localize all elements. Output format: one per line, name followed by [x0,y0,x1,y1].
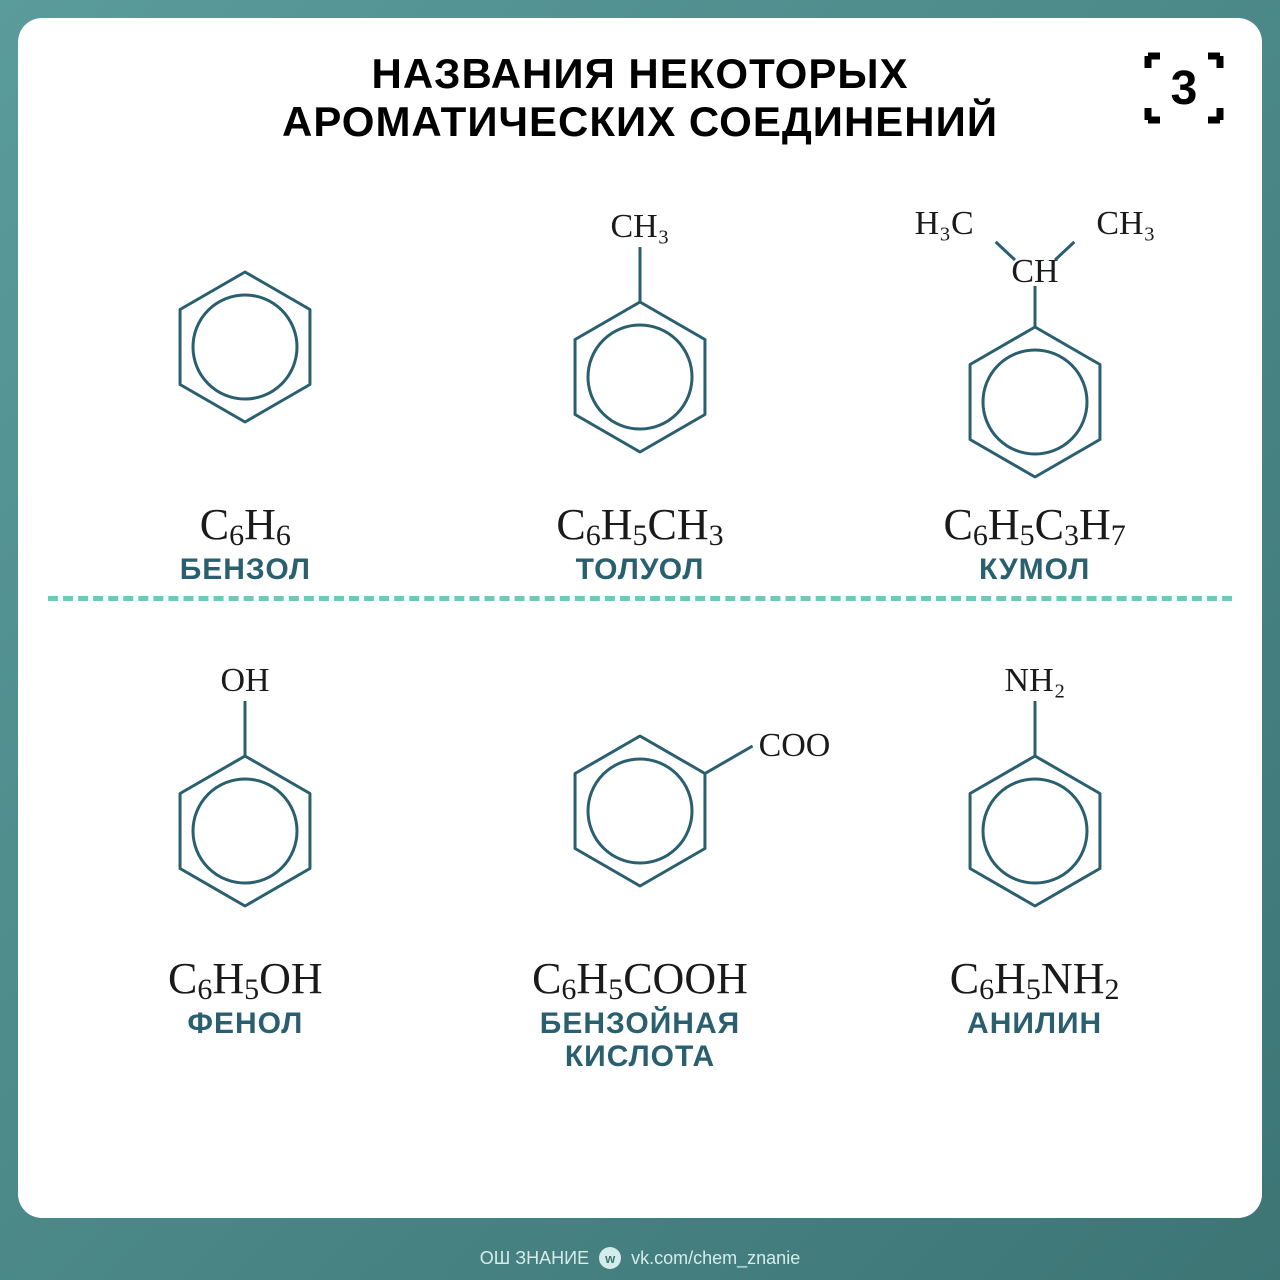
benzene-name: БЕНЗОЛ [180,553,311,586]
toluene-structure: CH₃ [450,157,830,497]
page-number-badge: 3 [1144,52,1224,124]
vk-icon: w [599,1247,621,1269]
svg-text:NH₂: NH₂ [1004,662,1065,699]
aniline-name: АНИЛИН [967,1007,1102,1040]
cell-benzoic: COOH C6H5COOH БЕНЗОЙНАЯ КИСЛОТА [443,611,838,1073]
phenol-name: ФЕНОЛ [187,1007,303,1040]
phenol-formula: C6H5OH [168,957,323,1001]
page-title: НАЗВАНИЯ НЕКОТОРЫХ АРОМАТИЧЕСКИХ СОЕДИНЕ… [18,50,1262,147]
toluene-formula: C6H5CH3 [556,503,723,547]
svg-text:OH: OH [221,662,270,699]
cumene-structure: CH H₃C CH₃ [845,157,1225,497]
cell-aniline: NH₂ C6H5NH2 АНИЛИН [837,611,1232,1073]
svg-text:3: 3 [1171,62,1198,115]
svg-text:CH₃: CH₃ [610,208,669,245]
phenol-structure: OH [55,611,435,951]
benzoic-name: БЕНЗОЙНАЯ КИСЛОТА [540,1007,740,1073]
aniline-formula: C6H5NH2 [950,957,1120,1001]
svg-text:CH: CH [1011,253,1058,290]
footer: ОШ ЗНАНИЕ w vk.com/chem_znanie [0,1236,1280,1280]
footer-brand: ОШ ЗНАНИЕ [480,1248,589,1269]
footer-link: vk.com/chem_znanie [631,1248,800,1269]
svg-text:H₃C: H₃C [914,204,973,241]
benzene-formula: C6H6 [200,503,291,547]
benzoic-structure: COOH [450,611,830,951]
row-bottom: OH C6H5OH ФЕНОЛ COOH C6H5COOH БЕНЗОЙНАЯ КИСЛ… [18,611,1262,1073]
cumene-name: КУМОЛ [979,553,1090,586]
cumene-formula: C6H5C3H7 [944,503,1126,547]
row-top: C6H6 БЕНЗОЛ CH₃ C6H5CH3 ТОЛУОЛ CH H₃C CH₃ C6H5… [18,157,1262,586]
svg-text:COOH: COOH [759,727,830,764]
info-card: НАЗВАНИЯ НЕКОТОРЫХ АРОМАТИЧЕСКИХ СОЕДИНЕ… [18,18,1262,1218]
cell-benzene: C6H6 БЕНЗОЛ [48,157,443,586]
toluene-name: ТОЛУОЛ [576,553,705,586]
svg-text:CH₃: CH₃ [1096,204,1155,241]
benzene-structure [55,157,435,497]
cell-phenol: OH C6H5OH ФЕНОЛ [48,611,443,1073]
row-divider [48,596,1232,601]
cell-toluene: CH₃ C6H5CH3 ТОЛУОЛ [443,157,838,586]
aniline-structure: NH₂ [845,611,1225,951]
cell-cumene: CH H₃C CH₃ C6H5C3H7 КУМОЛ [837,157,1232,586]
benzoic-formula: C6H5COOH [532,957,748,1001]
